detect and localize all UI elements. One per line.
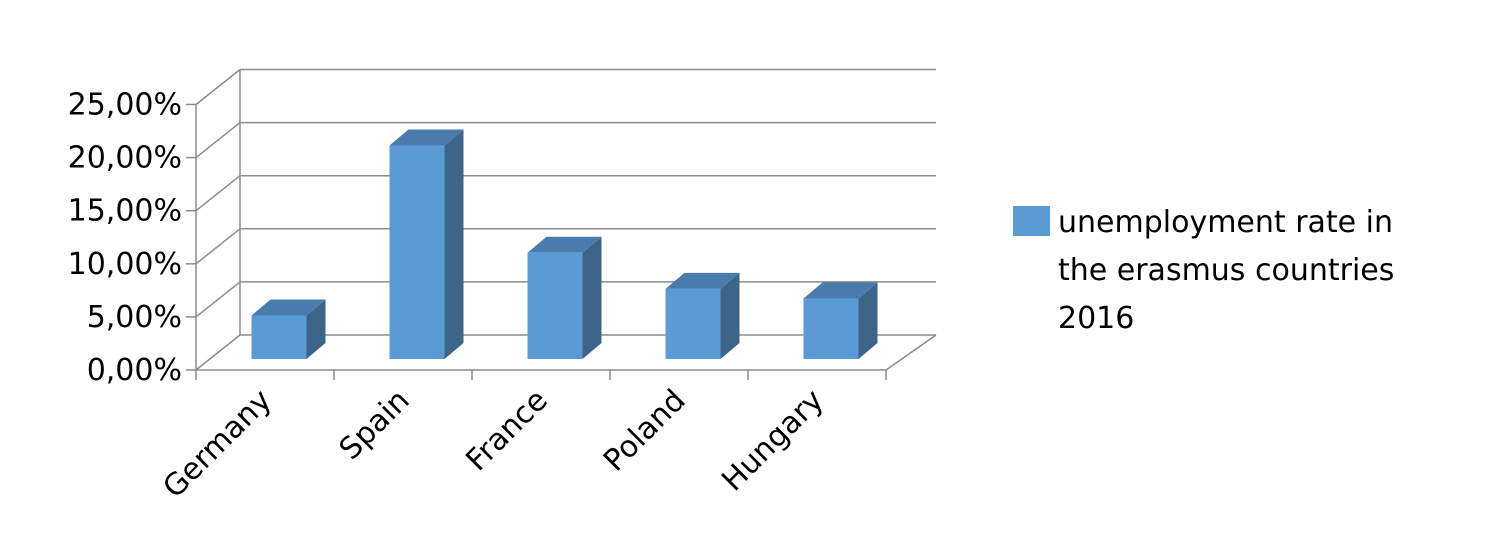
bar-top [251, 299, 326, 316]
legend-swatch [1013, 206, 1050, 236]
bar-side [306, 299, 326, 359]
bar-front [665, 288, 721, 359]
gridline-side [195, 68, 241, 106]
gridlines [195, 68, 936, 371]
y-tick-label: 25,00% [68, 88, 182, 123]
y-tick-label: 10,00% [68, 247, 182, 282]
floor-right-edge [885, 334, 937, 371]
bar-poland [665, 272, 740, 359]
gridline-side [195, 334, 241, 371]
bar-top [527, 236, 602, 253]
bar-germany [251, 299, 326, 359]
bar-france [527, 236, 602, 359]
legend-line: 2016 [1058, 301, 1134, 336]
gridline-side [195, 175, 241, 212]
bar-front [251, 315, 307, 359]
gridline-side [195, 228, 241, 265]
gridline-side [195, 281, 241, 318]
x-category-label: France [459, 383, 554, 478]
legend-label: unemployment rate in the erasmus countrie… [1058, 205, 1394, 336]
bar-side [720, 272, 740, 359]
bar-hungary [803, 282, 878, 359]
bar-spain [389, 129, 464, 359]
legend-line: unemployment rate in [1058, 205, 1393, 240]
x-category-label: Germany [156, 383, 278, 505]
bar-top [803, 282, 878, 299]
gridline-side [195, 122, 241, 159]
x-category-label: Spain [333, 383, 417, 467]
y-tick-label: 0,00% [87, 353, 182, 388]
legend: unemployment rate in the erasmus countrie… [1013, 205, 1394, 336]
bar-side [444, 129, 464, 359]
y-tick-label: 15,00% [68, 194, 182, 229]
bar-top [665, 272, 740, 289]
bar-side [582, 236, 602, 359]
bar-front [803, 298, 859, 359]
bar-front [389, 145, 445, 359]
bar-front [527, 252, 583, 359]
x-category-label: Hungary [715, 383, 830, 498]
legend-line: the erasmus countries [1058, 253, 1394, 288]
bar-top [389, 129, 464, 146]
y-tick-label: 20,00% [68, 141, 182, 176]
bars [251, 129, 878, 359]
y-axis-ticks: 0,00% 5,00% 10,00% 15,00% 20,00% 25,00% [68, 88, 196, 388]
x-category-label: Poland [597, 383, 693, 479]
x-axis-categories: Germany Spain France Poland Hungary [156, 383, 830, 505]
y-tick-label: 5,00% [87, 300, 182, 335]
bar-side [858, 282, 878, 359]
